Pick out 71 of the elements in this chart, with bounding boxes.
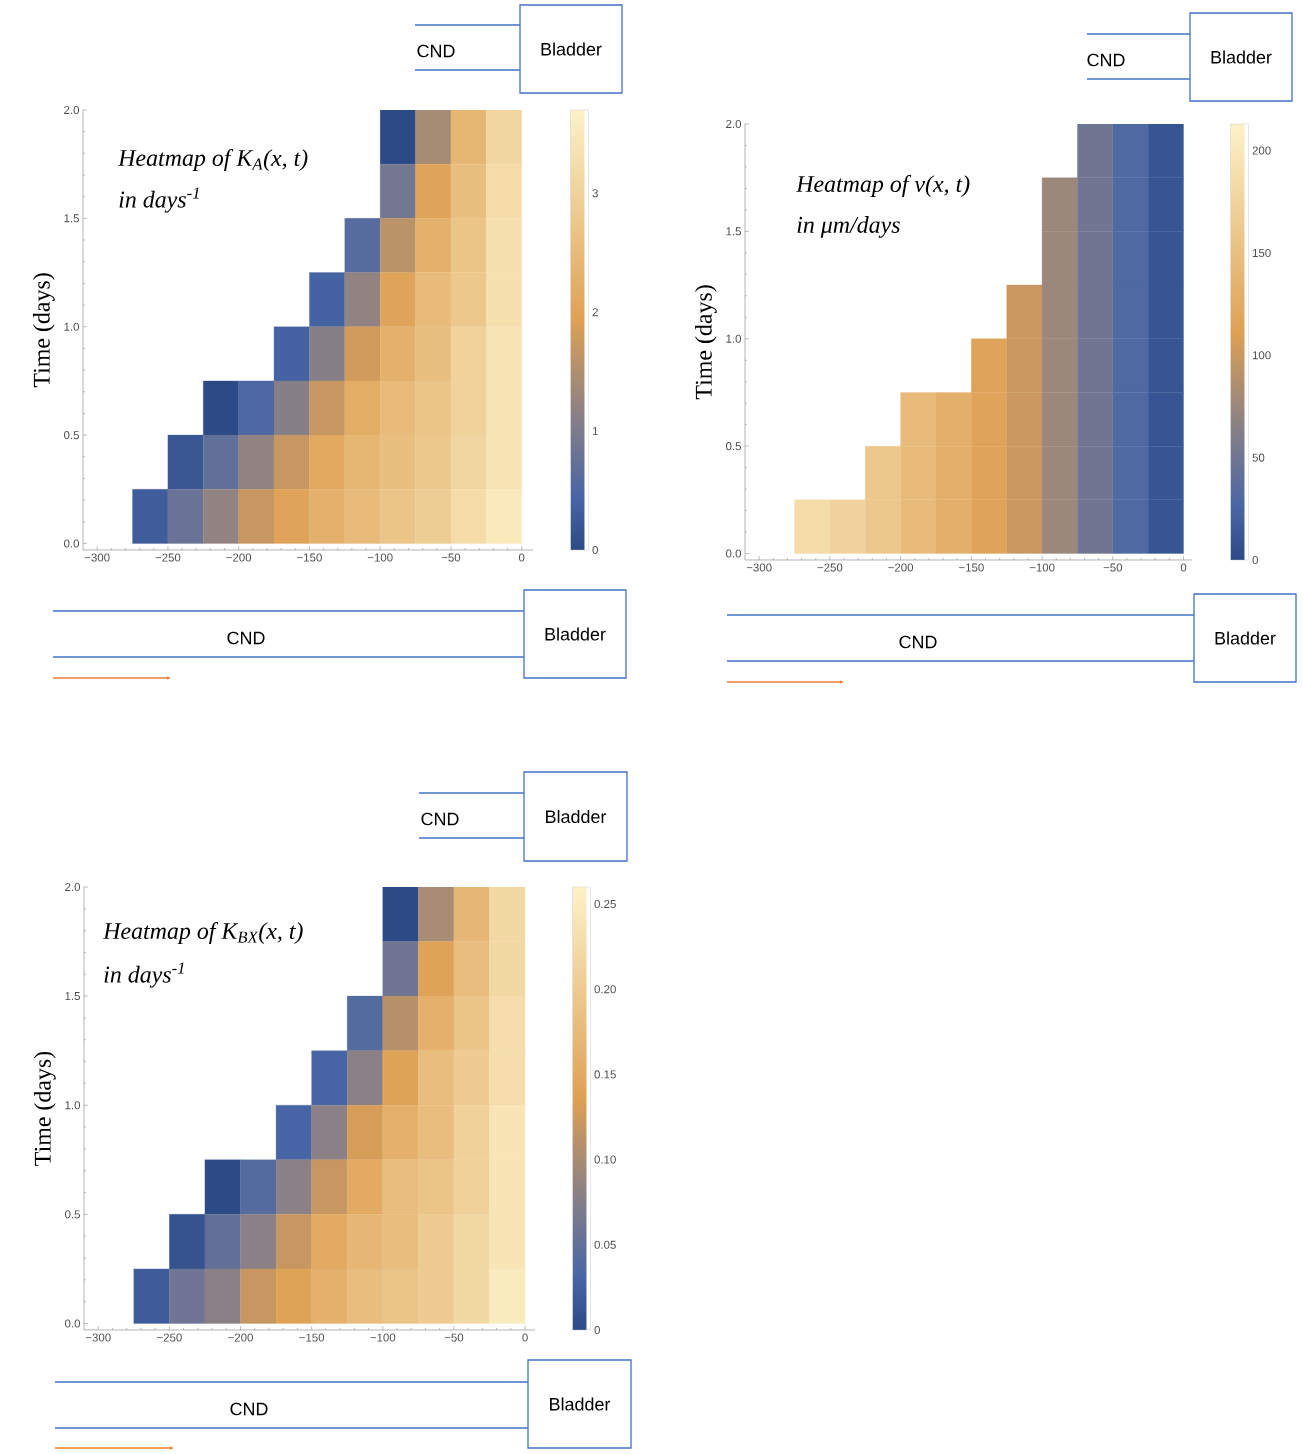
x-tick-label: −50	[444, 1333, 464, 1342]
text: CND	[227, 631, 265, 645]
color-bar-label: 0	[594, 1325, 600, 1335]
color-bar-label: 150	[1252, 248, 1271, 257]
text: Bladder	[1211, 50, 1272, 64]
annotation: Heatmap of K$_{A}$(x, t)	[117, 149, 308, 171]
y-tick-label: 0.0	[65, 1319, 81, 1328]
x-tick-label: 0	[518, 553, 525, 562]
color-bar-label: 0.05	[594, 1240, 616, 1249]
x-tick-label: −300	[84, 553, 110, 562]
x-tick-label: −300	[85, 1333, 111, 1342]
y-axis-title: Time (days)	[694, 285, 717, 400]
text: Bladder	[550, 1397, 611, 1411]
color-bar-label: 0	[592, 545, 598, 555]
y-axis-title: Time (days)	[33, 1051, 56, 1166]
color-bar-label: 100	[1252, 351, 1271, 360]
y-tick-label: 2.0	[64, 105, 80, 115]
color-bar-label: 200	[1252, 146, 1271, 155]
y-tick-label: 1.5	[64, 214, 79, 223]
text: Bladder	[545, 627, 606, 641]
x-tick-label: −200	[226, 553, 252, 562]
annotation: in days$^{-1}$	[104, 962, 184, 988]
x-tick-label: −50	[1103, 563, 1123, 572]
y-tick-label: 2.0	[65, 882, 81, 892]
x-tick-label: −200	[228, 1333, 253, 1342]
y-tick-label: 1.0	[726, 334, 742, 343]
text: CND	[1087, 53, 1125, 67]
text: CND	[899, 635, 937, 649]
y-tick-label: 0.0	[64, 539, 80, 548]
color-bar-label: 2	[592, 308, 598, 317]
x-tick-label: −200	[888, 563, 914, 572]
annotation: Heatmap of K$_{BX}$(x, t)	[102, 922, 303, 944]
color-bar-label: 50	[1252, 453, 1265, 462]
color-bar-label: 0.10	[594, 1155, 616, 1164]
y-tick-label: 1.0	[65, 1101, 81, 1110]
text: Bladder	[546, 809, 607, 824]
y-tick-label: 1.5	[726, 227, 742, 236]
color-bar-label: 0.20	[594, 985, 616, 994]
y-tick-label: 0.5	[726, 442, 742, 451]
color-bar-label: 0.25	[594, 899, 616, 909]
x-tick-label: −250	[155, 553, 181, 562]
annotation: Heatmap of v(x, t)	[795, 175, 970, 197]
y-tick-label: 1.0	[64, 322, 80, 331]
x-tick-label: −100	[367, 553, 393, 562]
y-tick-label: 0.5	[65, 1210, 80, 1219]
x-tick-label: −100	[1029, 563, 1055, 572]
y-tick-label: 1.5	[65, 992, 80, 1001]
color-bar-label: 3	[592, 189, 598, 198]
y-tick-label: 0.5	[64, 431, 79, 440]
text: Bladder	[541, 42, 602, 56]
color-bar-label: 0.15	[594, 1070, 616, 1079]
x-tick-label: −150	[299, 1333, 325, 1342]
text: CND	[417, 44, 455, 58]
annotation: in μm/days	[797, 216, 900, 238]
x-tick-label: −50	[441, 553, 461, 562]
color-bar-label: 1	[592, 427, 598, 435]
text: Bladder	[1215, 631, 1276, 645]
x-tick-label: 0	[1180, 563, 1187, 572]
x-tick-label: −250	[817, 563, 843, 572]
y-axis-title: Time (days)	[32, 273, 55, 388]
text: CND	[230, 1402, 268, 1416]
x-tick-label: −300	[746, 563, 772, 572]
y-tick-label: 0.0	[726, 549, 742, 558]
x-tick-label: −250	[157, 1333, 182, 1342]
x-tick-label: −150	[959, 563, 984, 572]
y-tick-label: 2.0	[726, 119, 742, 129]
text: CND	[421, 812, 459, 826]
annotation: in days$^{-1}$	[119, 187, 199, 213]
x-tick-label: −100	[370, 1333, 396, 1342]
x-tick-label: 0	[522, 1333, 528, 1342]
x-tick-label: −150	[297, 553, 322, 562]
